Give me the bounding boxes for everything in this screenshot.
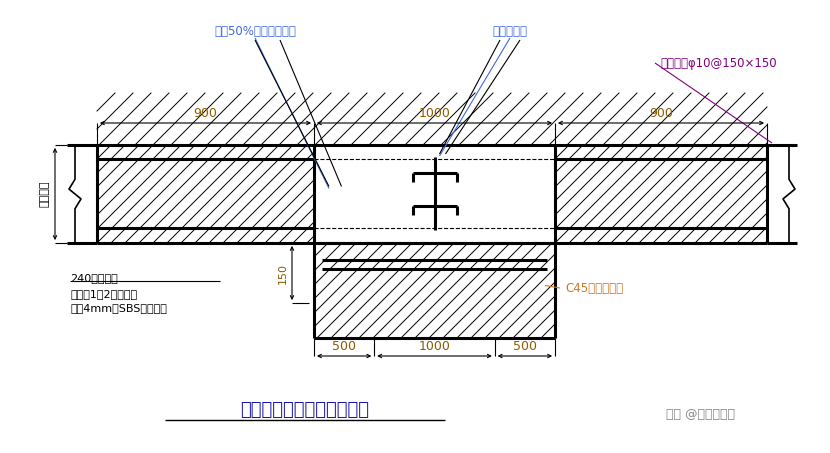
- Text: 900: 900: [193, 107, 217, 120]
- Text: 钢板止水带: 钢板止水带: [492, 25, 528, 38]
- Text: 1000: 1000: [418, 107, 451, 120]
- Text: 外贴4mm厚SBS防水卷材: 外贴4mm厚SBS防水卷材: [70, 303, 167, 313]
- Text: 头条 @地产微分享: 头条 @地产微分享: [666, 409, 735, 421]
- Text: 外墙厚度: 外墙厚度: [40, 181, 50, 207]
- Text: 150: 150: [278, 262, 288, 284]
- Text: 外侧抹1：2防水砂浆: 外侧抹1：2防水砂浆: [70, 289, 137, 299]
- Text: 地下室外墙施工后浇带示意: 地下室外墙施工后浇带示意: [241, 401, 369, 419]
- Text: 附加50%的墙水平钢筋: 附加50%的墙水平钢筋: [214, 25, 296, 38]
- Text: 500: 500: [332, 340, 356, 353]
- Text: 500: 500: [513, 340, 537, 353]
- Text: C45补偿收缩砼: C45补偿收缩砼: [565, 281, 623, 294]
- Text: 900: 900: [649, 107, 673, 120]
- Text: 1000: 1000: [418, 340, 451, 353]
- Text: 附加钢筋φ10@150×150: 附加钢筋φ10@150×150: [660, 57, 777, 69]
- Text: 240厚砖胎模: 240厚砖胎模: [70, 273, 118, 283]
